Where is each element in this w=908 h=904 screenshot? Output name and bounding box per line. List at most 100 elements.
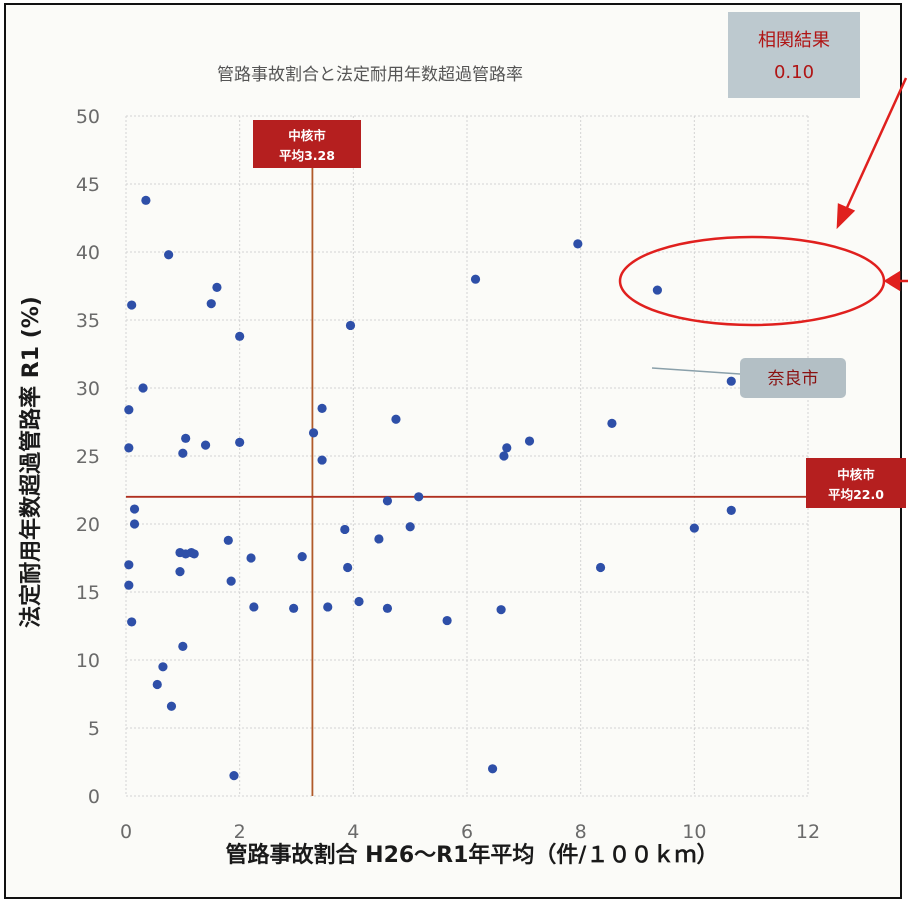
data-point <box>246 553 256 563</box>
data-point <box>502 443 512 453</box>
data-point <box>726 505 736 515</box>
data-point <box>323 602 333 612</box>
data-point <box>229 771 239 781</box>
data-point <box>226 576 236 586</box>
y-tick-label: 0 <box>88 786 100 808</box>
x-tick-labels: 0 2 4 6 8 10 12 <box>120 821 820 843</box>
data-point <box>496 605 506 615</box>
data-point <box>124 580 134 590</box>
arrow-diagonal-head <box>836 203 856 230</box>
data-point <box>343 562 353 573</box>
chart-title: 管路事故割合と法定耐用年数超過管路率 <box>217 65 523 85</box>
x-tick-label: 10 <box>682 821 706 843</box>
data-point <box>726 376 736 386</box>
data-point <box>595 562 606 573</box>
y-tick-label: 50 <box>76 106 100 128</box>
data-point <box>340 524 350 535</box>
data-point <box>524 436 535 446</box>
x-tick-label: 6 <box>461 821 473 843</box>
y-average-label: 中核市 平均22.0 <box>806 458 906 508</box>
data-point <box>127 617 137 627</box>
data-point <box>308 428 319 438</box>
callout-box <box>740 358 846 398</box>
y-tick-label: 25 <box>76 446 100 468</box>
y-tick-label: 45 <box>76 174 100 196</box>
data-point <box>223 535 233 545</box>
arrow-horizontal-head <box>883 270 901 292</box>
data-point <box>317 403 327 413</box>
y-tick-label: 35 <box>76 310 100 332</box>
data-point <box>129 519 140 529</box>
data-point <box>152 679 162 690</box>
data-point <box>442 615 452 626</box>
data-point <box>158 662 168 672</box>
callout-connector <box>651 367 741 375</box>
data-points <box>124 195 736 781</box>
x-tick-label: 4 <box>347 821 359 843</box>
data-point <box>382 496 393 506</box>
y-tick-label: 40 <box>76 242 100 264</box>
data-point <box>178 448 188 458</box>
x-average-label: 中核市 平均3.28 <box>253 120 361 168</box>
y-tick-label: 20 <box>76 514 100 536</box>
data-point <box>607 418 617 428</box>
correlation-box: 相関結果 0.10 <box>728 12 860 98</box>
x-average-label-line1: 中核市 <box>288 128 326 143</box>
data-point <box>164 250 174 260</box>
x-tick-label: 12 <box>796 821 820 843</box>
data-point <box>391 414 401 424</box>
data-point <box>317 455 327 465</box>
y-tick-label: 5 <box>88 718 100 740</box>
x-tick-label: 8 <box>575 821 587 843</box>
data-point <box>189 549 199 559</box>
data-point <box>354 596 364 607</box>
data-point <box>382 603 393 613</box>
data-point <box>124 443 134 453</box>
data-point <box>573 239 583 249</box>
data-point <box>206 299 216 309</box>
data-point <box>124 560 134 570</box>
data-point <box>235 437 245 447</box>
correlation-value: 0.10 <box>774 62 814 83</box>
x-tick-label: 2 <box>234 821 246 843</box>
y-tick-label: 15 <box>76 582 100 604</box>
data-point <box>405 522 415 532</box>
data-point <box>414 492 424 502</box>
data-point <box>499 451 509 461</box>
highlight-point <box>652 285 662 295</box>
y-average-label-line2: 平均22.0 <box>828 487 884 502</box>
data-point <box>166 701 177 711</box>
data-point <box>141 195 151 205</box>
data-point <box>345 320 356 331</box>
y-tick-label: 10 <box>76 650 100 672</box>
data-point <box>249 602 259 612</box>
y-axis-title: 法定耐用年数超過管路率 R1 (%) <box>18 296 44 628</box>
x-average-label-line2: 平均3.28 <box>279 148 335 163</box>
data-point <box>487 764 498 774</box>
data-point <box>181 433 191 443</box>
data-point <box>124 405 134 415</box>
x-axis-title: 管路事故割合 H26～R1年平均（件/１００ｋｍ） <box>226 842 719 868</box>
y-tick-labels: 0 5 10 15 20 25 30 35 40 45 50 <box>76 106 100 808</box>
callout-label: 奈良市 <box>768 369 819 389</box>
data-point <box>689 523 699 533</box>
data-point <box>200 440 211 450</box>
correlation-label: 相関結果 <box>758 30 830 51</box>
arrow-diagonal <box>843 77 908 213</box>
data-point <box>178 641 188 652</box>
arrows <box>836 77 908 292</box>
data-point <box>289 603 299 613</box>
data-point <box>235 331 245 341</box>
data-point <box>470 274 481 284</box>
y-average-label-line1: 中核市 <box>837 467 875 482</box>
gridlines <box>125 115 809 797</box>
data-point <box>127 300 137 310</box>
x-tick-label: 0 <box>120 821 132 843</box>
data-point <box>129 504 140 514</box>
data-point <box>138 383 148 393</box>
data-point <box>374 534 384 544</box>
data-point <box>297 552 307 562</box>
data-point <box>212 282 222 292</box>
data-point <box>175 567 185 577</box>
